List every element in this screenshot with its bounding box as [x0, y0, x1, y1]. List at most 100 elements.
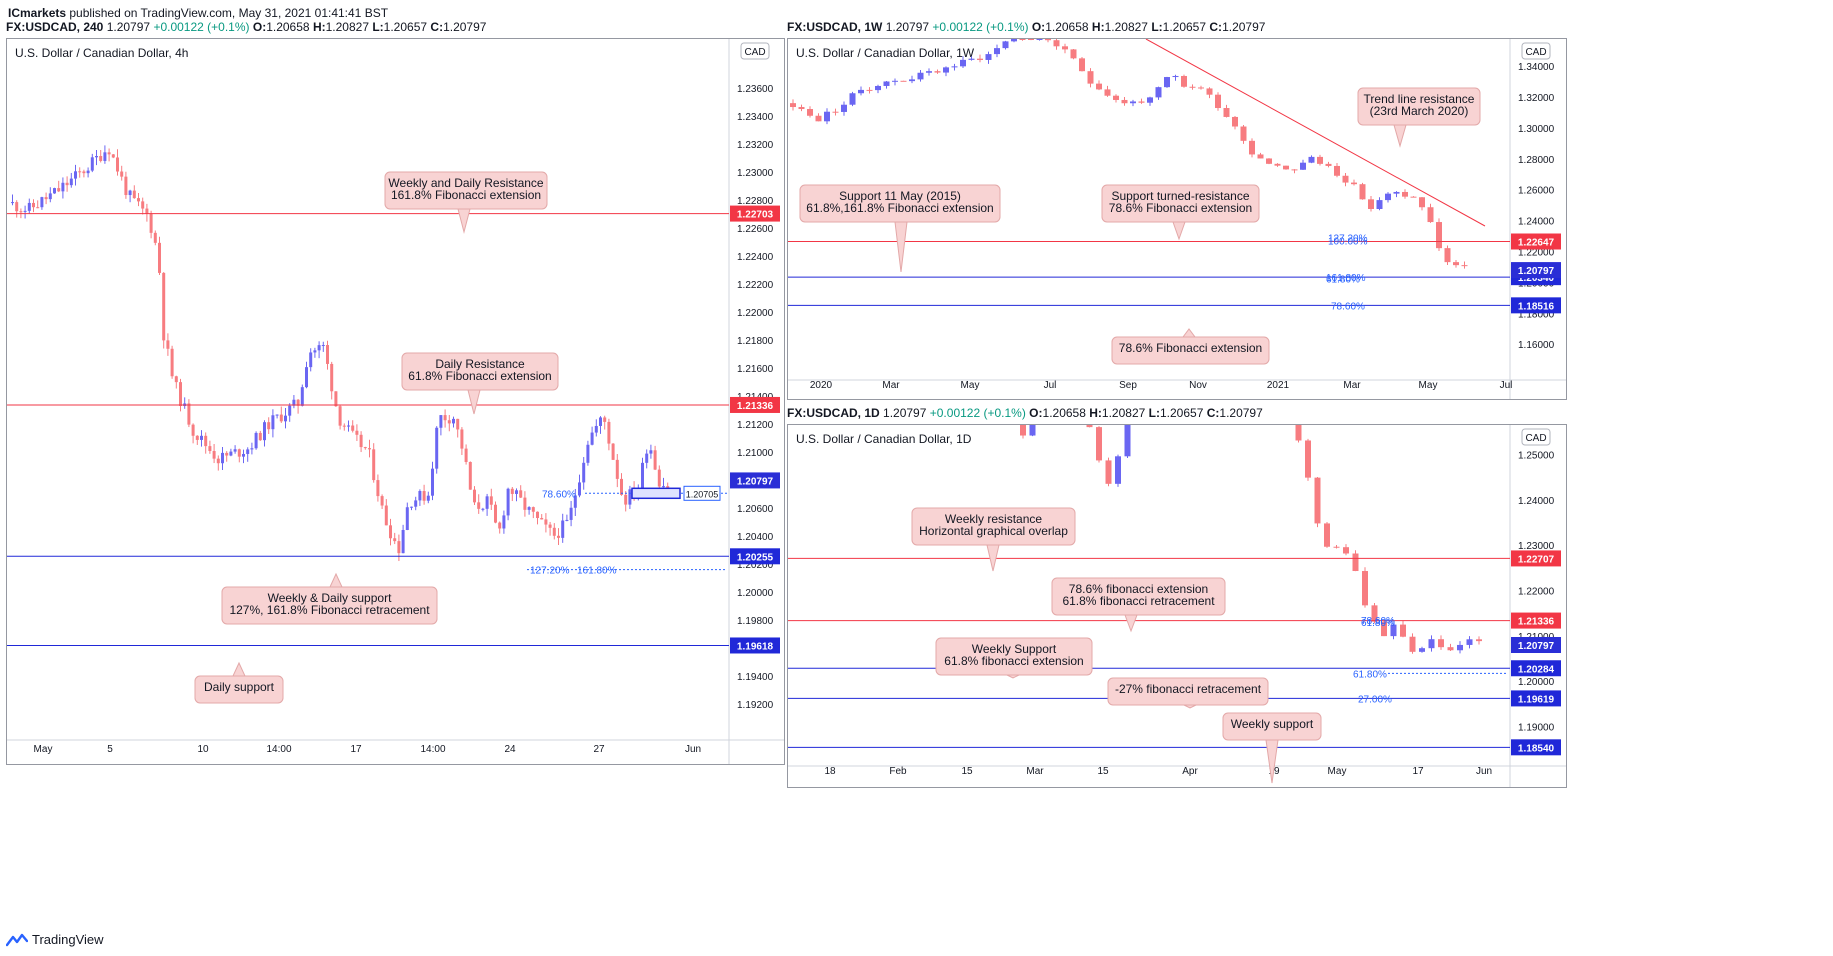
- candle-body: [443, 415, 447, 421]
- candle-body: [128, 190, 132, 196]
- callout-text: 161.8% Fibonacci extension: [391, 188, 541, 202]
- y-tick-label: 1.30000: [1518, 124, 1555, 135]
- candle-body: [204, 435, 208, 447]
- candle-body: [594, 425, 598, 433]
- price-tag-label: 1.18516: [1518, 301, 1555, 312]
- h4-chart-panel[interactable]: U.S. Dollar / Canadian Dollar, 4h CAD 1.23…: [6, 38, 785, 765]
- candle-body: [225, 452, 229, 456]
- candle-body: [1172, 75, 1179, 78]
- candle-body: [473, 489, 476, 503]
- x-tick-label: 17: [1412, 766, 1424, 777]
- callout-box: [1051, 577, 1226, 616]
- d1-chart-panel[interactable]: U.S. Dollar / Canadian Dollar, 1D CAD 1.25…: [787, 424, 1567, 788]
- candle-body: [883, 81, 890, 86]
- candle-body: [355, 430, 359, 435]
- callout-box: [221, 586, 438, 625]
- candle-body: [611, 443, 615, 460]
- y-tick-label: 1.25000: [1518, 450, 1555, 461]
- fib-level-label: 61.80%: [1353, 669, 1387, 680]
- candle-body: [832, 111, 839, 113]
- price-tag-label: 1.22707: [1518, 554, 1555, 565]
- candle-body: [1291, 169, 1298, 171]
- w1-header: FX:USDCAD, 1W 1.20797 +0.00122 (+0.1%) O…: [787, 20, 1266, 34]
- candle-body: [1096, 83, 1102, 90]
- candle-body: [506, 488, 510, 516]
- candle-body: [1240, 126, 1247, 141]
- last-price-tag: [1511, 262, 1561, 279]
- candle-body: [892, 80, 898, 82]
- y-tick-label: 1.22000: [737, 308, 774, 319]
- y-tick-label: 1.19200: [737, 700, 774, 711]
- y-tick-label: 1.24000: [1518, 496, 1555, 507]
- candle-body: [590, 432, 594, 445]
- d1-price: 1.20797: [883, 406, 927, 420]
- callout-box: [935, 637, 1093, 676]
- candle-body: [292, 399, 296, 406]
- candle-body: [1447, 647, 1454, 651]
- fib-level-label: 161.80%: [1326, 273, 1366, 284]
- candle-body: [330, 363, 334, 392]
- candle-body: [1368, 199, 1374, 209]
- h4-low: 1.20657: [383, 20, 428, 34]
- candle-body: [107, 152, 111, 155]
- y-tick-label: 1.21200: [737, 420, 774, 431]
- candle-body: [271, 415, 275, 430]
- callout-text: 78.6% fibonacci extension: [1069, 582, 1208, 596]
- candle-body: [250, 448, 254, 450]
- x-tick-label: 14:00: [420, 744, 445, 755]
- candle-body: [233, 449, 237, 452]
- fib-level-label: 161.80%: [577, 566, 617, 577]
- price-tag-label: 1.21336: [737, 401, 774, 412]
- publisher-user[interactable]: ICmarkets: [8, 6, 67, 20]
- candle-body: [208, 446, 212, 452]
- x-tick-label: Jul: [1044, 380, 1057, 391]
- x-tick-label: Jun: [685, 744, 701, 755]
- x-tick-label: May: [961, 380, 980, 391]
- candle-body: [397, 541, 401, 554]
- fib-level-label: 78.60%: [1331, 301, 1365, 312]
- candle-body: [145, 208, 149, 214]
- y-tick-label: 1.22000: [1518, 586, 1555, 597]
- w1-chart-panel[interactable]: U.S. Dollar / Canadian Dollar, 1W CAD 1.34…: [787, 38, 1567, 400]
- price-tag-label: 1.19618: [737, 641, 774, 652]
- candle-body: [582, 462, 586, 483]
- price-tag: [1511, 297, 1561, 314]
- last-price-label: 1.20797: [1518, 641, 1555, 652]
- candle-body: [300, 387, 304, 406]
- currency-badge: [740, 42, 770, 60]
- price-tag-label: 1.20340: [1518, 273, 1555, 284]
- candle-body: [586, 444, 590, 463]
- callout-text: Weekly and Daily Resistance: [388, 176, 544, 190]
- x-tick-label: 15: [1097, 766, 1109, 777]
- candle-body: [653, 450, 657, 470]
- tradingview-brand[interactable]: TradingView: [6, 932, 104, 947]
- fib-level-label: 78.60%: [1361, 616, 1395, 627]
- box-price-label: 1.20705: [686, 489, 719, 499]
- candle-body: [351, 425, 355, 431]
- trend-line: [1145, 39, 1486, 227]
- candle-body: [1257, 154, 1264, 159]
- callout-text: Horizontal graphical overlap: [919, 524, 1068, 538]
- callout-text: 78.6% Fibonacci extension: [1119, 341, 1262, 355]
- fib-level-label: 78.60%: [542, 489, 576, 500]
- y-tick-label: 1.22200: [737, 280, 774, 291]
- candle-body: [317, 345, 321, 351]
- candle-body: [649, 450, 653, 454]
- candle-body: [1266, 158, 1272, 164]
- y-tick-label: 1.21800: [737, 336, 774, 347]
- callout-text: Weekly resistance: [945, 512, 1042, 526]
- candle-body: [1105, 460, 1112, 484]
- y-tick-label: 1.26000: [1518, 186, 1555, 197]
- h4-header: FX:USDCAD, 240 1.20797 +0.00122 (+0.1%) …: [6, 20, 487, 34]
- candle-body: [1215, 94, 1221, 109]
- y-tick-label: 1.20600: [737, 504, 774, 515]
- candle-body: [221, 452, 224, 464]
- candle-body: [1314, 477, 1321, 524]
- candle-body: [422, 491, 426, 501]
- callout-pointer: [232, 661, 246, 677]
- candle-body: [1385, 193, 1391, 201]
- candle-body: [200, 435, 203, 440]
- candle-body: [254, 432, 258, 449]
- candle-body: [1096, 427, 1102, 461]
- candle-body: [849, 93, 856, 105]
